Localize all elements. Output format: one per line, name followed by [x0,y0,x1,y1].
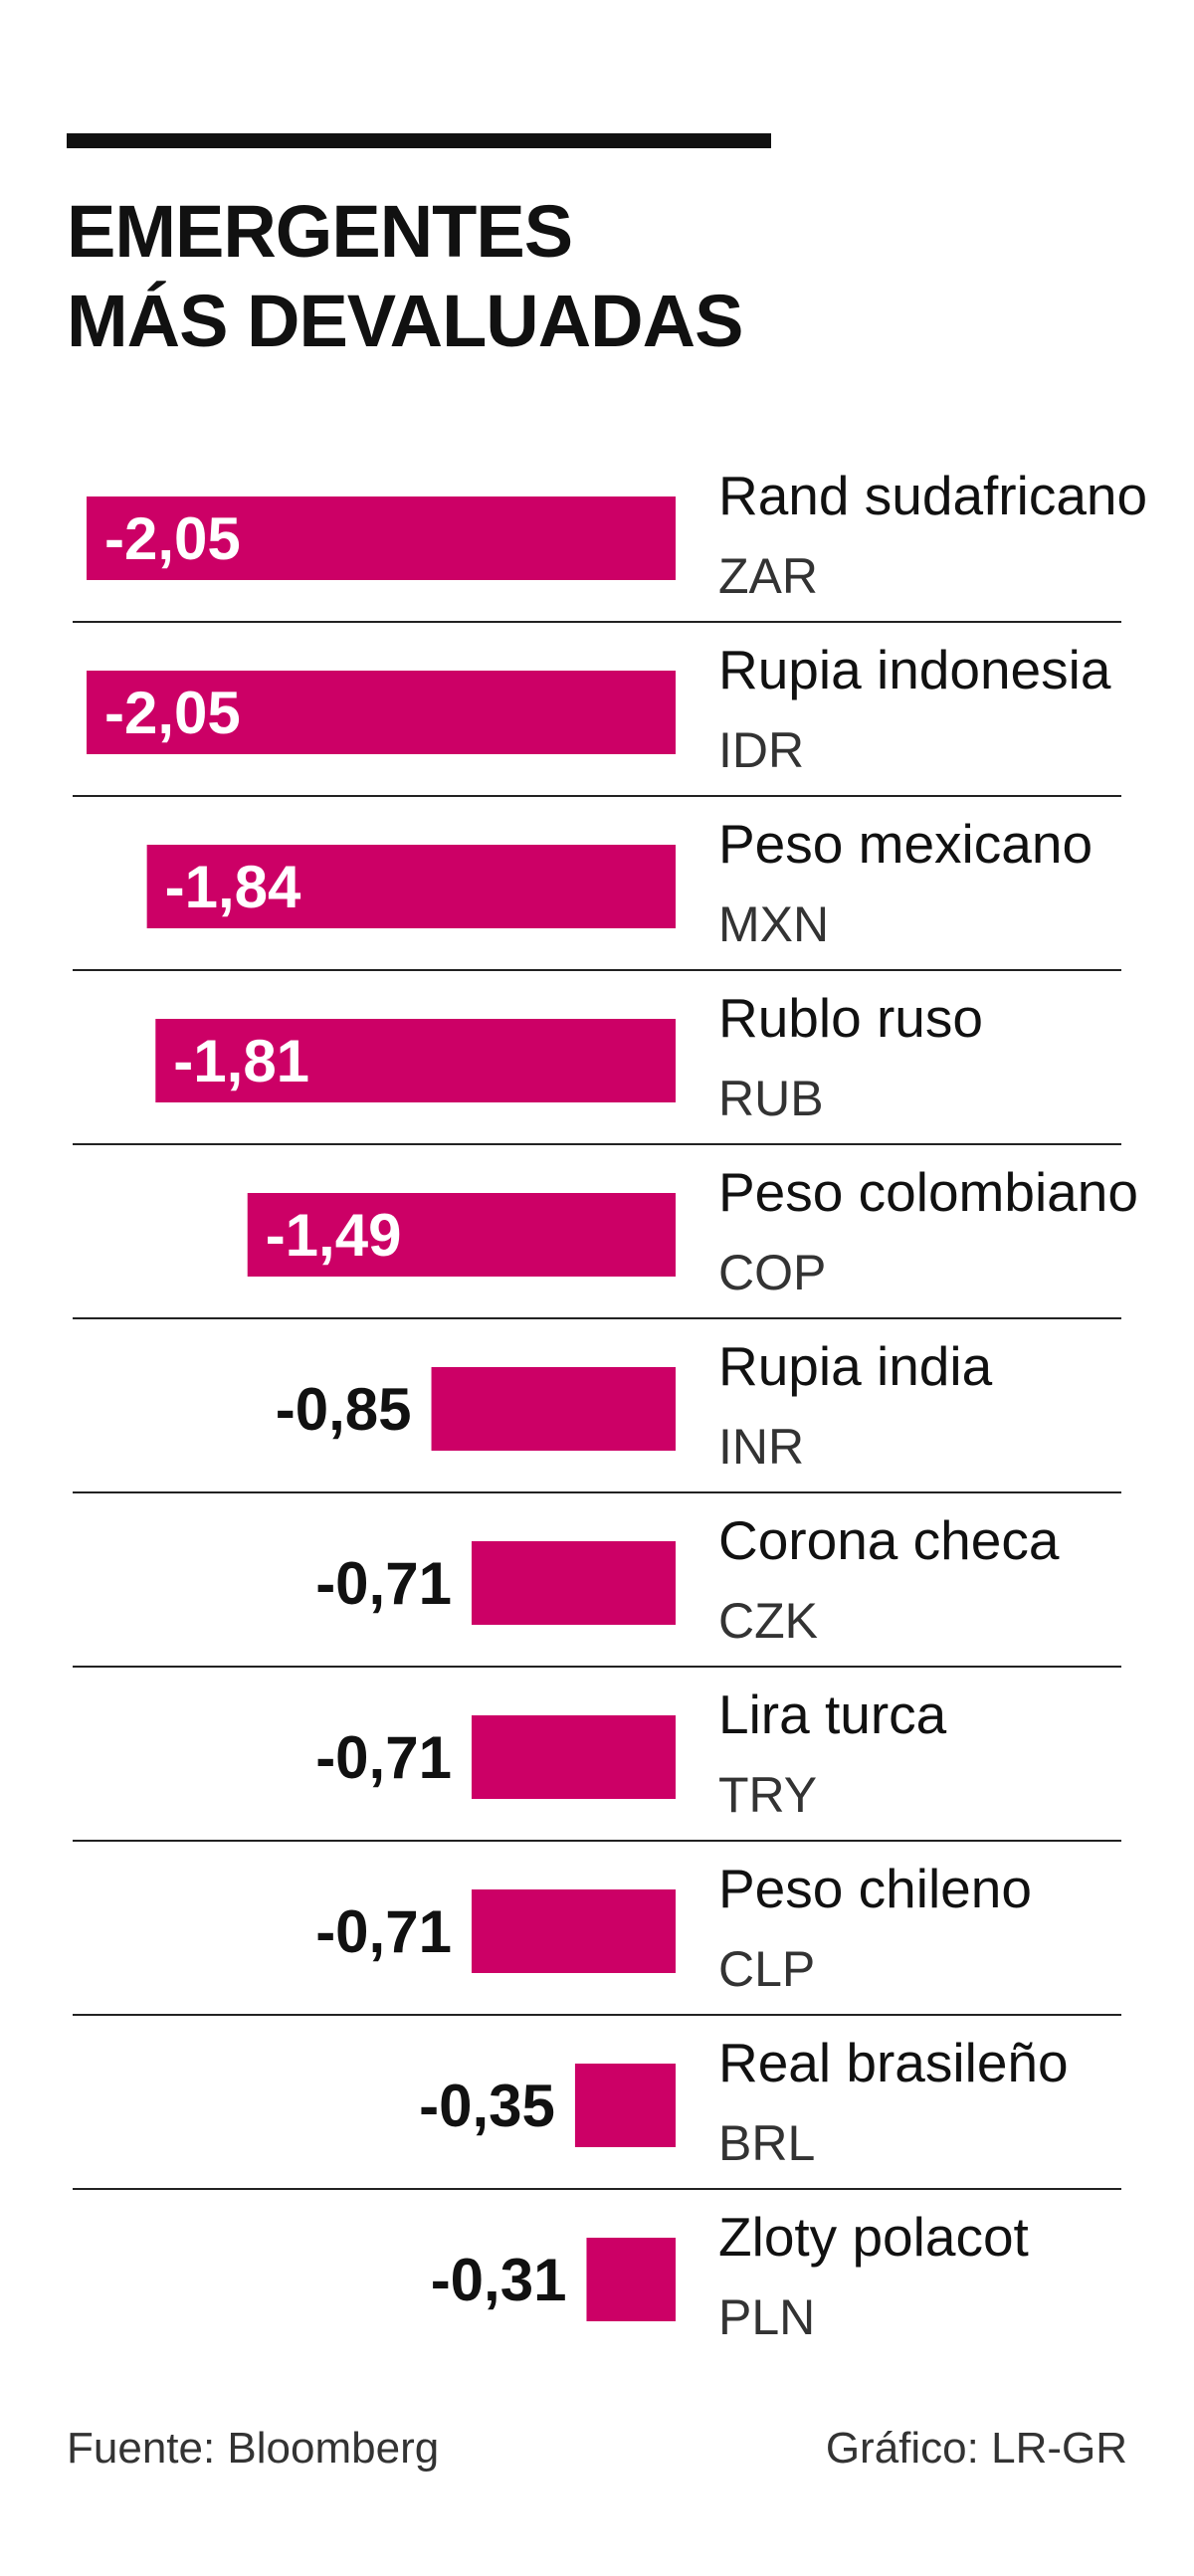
graphic-credit: Gráfico: LR-GR [825,2424,1127,2473]
chart-title-line-2: MÁS DEVALUADAS [67,280,743,362]
category-label: Rublo ruso [718,987,983,1049]
value-label: -1,84 [165,854,301,920]
currency-code: CLP [718,1941,815,1997]
value-label: -0,85 [276,1376,412,1443]
value-label: -0,35 [419,2073,555,2139]
currency-code: RUB [718,1071,824,1126]
category-label: Peso colombiano [718,1161,1138,1223]
currency-code: INR [718,1419,804,1475]
value-label: -1,49 [266,1202,402,1269]
category-label: Rand sudafricano [718,465,1147,526]
value-label: -0,71 [315,1550,452,1617]
category-label: Zloty polacot [718,2206,1029,2268]
bar [247,1193,676,1277]
currency-code: BRL [718,2115,815,2171]
chart-title: EMERGENTES MÁS DEVALUADAS [67,187,743,366]
bar [146,845,676,928]
value-label: -2,05 [104,505,241,572]
bar [471,1715,676,1799]
chart-title-line-1: EMERGENTES [67,190,573,273]
bar [471,1541,676,1625]
source-note: Fuente: Bloomberg [67,2424,440,2473]
value-label: -0,71 [315,1724,452,1791]
bar [471,1889,676,1973]
category-label: Peso mexicano [718,813,1093,875]
currency-code: TRY [718,1767,817,1823]
currency-code: ZAR [718,548,818,604]
value-label: -0,71 [315,1898,452,1965]
category-label: Lira turca [718,1684,947,1745]
currency-code: CZK [718,1593,818,1649]
value-label: -2,05 [104,680,241,746]
bar [87,496,676,580]
category-label: Rupia indonesia [718,639,1111,700]
value-label: -0,31 [431,2247,567,2313]
currency-code: PLN [718,2289,815,2345]
currency-code: IDR [718,722,804,778]
value-label: -1,81 [173,1028,309,1094]
bar [87,671,676,754]
bar [155,1019,676,1102]
bar [574,2064,676,2147]
category-label: Corona checa [718,1509,1060,1571]
currency-code: COP [718,1245,826,1300]
bar-chart: -2,05 Rand sudafricano ZAR -2,05 Rupia indon… [73,465,1147,2345]
category-label: Peso chileno [718,1858,1032,1919]
top-rule [67,133,771,148]
currency-code: MXN [718,896,829,952]
category-label: Rupia india [718,1335,993,1397]
category-label: Real brasileño [718,2032,1069,2093]
bar [586,2238,676,2321]
bar [431,1367,676,1451]
